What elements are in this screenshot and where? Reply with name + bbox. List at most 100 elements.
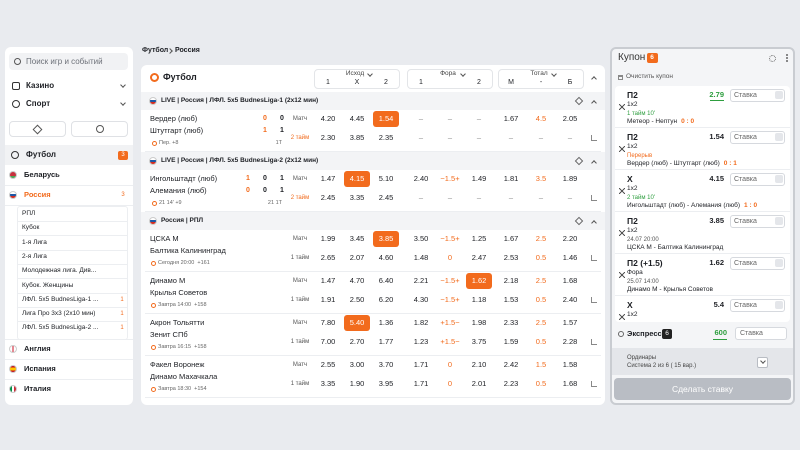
team-name[interactable]: Акрон Тольятти [150, 318, 205, 327]
team-name[interactable]: Балтика Калининград [150, 246, 226, 255]
odds-cell[interactable]: 1.47 [320, 276, 336, 285]
odds-cell[interactable]: 3.75 [471, 337, 487, 346]
odds-cell[interactable]: 1.18 [471, 295, 487, 304]
country[interactable]: Беларусь [24, 170, 60, 179]
stake-add[interactable] [775, 133, 783, 141]
stake-input[interactable] [730, 299, 785, 312]
odds-cell[interactable]: 2.53 [503, 253, 519, 262]
odds-cell[interactable]: 2.21 [413, 276, 429, 285]
remove-pick[interactable] [619, 146, 625, 152]
country[interactable]: Россия [24, 190, 51, 199]
odds-cell[interactable]: 1.82 [413, 318, 429, 327]
odds-cell[interactable]: 1.71 [413, 360, 429, 369]
odds-cell[interactable]: 1.48 [413, 253, 429, 262]
stake-input[interactable] [730, 173, 785, 186]
odds-cell[interactable]: 1.47 [320, 174, 336, 183]
odds-cell[interactable]: 1.98 [471, 318, 487, 327]
remove-pick[interactable] [619, 272, 625, 278]
odds-cell[interactable]: 2.10 [471, 360, 487, 369]
stake-input[interactable] [730, 89, 785, 102]
odds-cell[interactable]: 3.35 [349, 193, 365, 202]
odds-cell[interactable]: 2.65 [320, 253, 336, 262]
odds-cell[interactable]: 5.10 [378, 174, 394, 183]
stake-input[interactable] [730, 215, 785, 228]
odds-cell[interactable]: 1.36 [378, 318, 394, 327]
country[interactable]: Испания [24, 364, 56, 373]
team-name[interactable]: Крылья Советов [150, 288, 208, 297]
league-item[interactable]: Лига Про 3x3 (2x10 мин) [22, 310, 96, 318]
odds-cell[interactable]: 3.35 [320, 379, 336, 388]
stake-input[interactable] [730, 257, 785, 270]
odds-cell[interactable]: 2.40 [562, 295, 578, 304]
odds-cell[interactable]: 2.28 [562, 337, 578, 346]
odds-cell[interactable]: 3.85 [373, 231, 399, 247]
stake-add[interactable] [775, 175, 783, 183]
team-name[interactable]: Факел Воронеж [150, 360, 205, 369]
odds-cell[interactable]: 4.15 [344, 171, 370, 187]
team-name[interactable]: Ингольштадт (люб) [150, 174, 218, 183]
odds-cell[interactable]: 1.67 [503, 114, 519, 123]
odds-cell[interactable]: 1.89 [562, 174, 578, 183]
odds-cell[interactable]: 1.99 [320, 234, 336, 243]
stake-input[interactable] [730, 131, 785, 144]
odds-cell[interactable]: 3.70 [378, 360, 394, 369]
odds-cell[interactable]: 1.90 [349, 379, 365, 388]
team-name[interactable]: Вердер (люб) [150, 114, 198, 123]
odds-cell[interactable]: 3.50 [413, 234, 429, 243]
odds-cell[interactable]: 1.49 [471, 174, 487, 183]
odds-cell[interactable]: 1.67 [503, 234, 519, 243]
odds-cell[interactable]: 2.55 [320, 360, 336, 369]
team-name[interactable]: Динамо М [150, 276, 186, 285]
team-name[interactable]: Штутгарт (люб) [150, 126, 204, 135]
odds-cell[interactable]: 1.23 [413, 337, 429, 346]
odds-cell[interactable]: 1.91 [320, 295, 336, 304]
stake-add[interactable] [775, 259, 783, 267]
odds-cell[interactable]: 2.07 [349, 253, 365, 262]
league-item[interactable]: Кубок. Женщины [22, 281, 74, 289]
breadcrumb-item[interactable]: Футбол [142, 47, 169, 54]
remove-pick[interactable] [619, 104, 625, 110]
stake-add[interactable] [775, 91, 783, 99]
odds-cell[interactable]: 5.40 [344, 315, 370, 331]
odds-cell[interactable]: 2.47 [471, 253, 487, 262]
odds-cell[interactable]: 2.40 [413, 174, 429, 183]
league-item[interactable]: 1-я Лига [22, 238, 47, 246]
odds-cell[interactable]: 3.85 [349, 133, 365, 142]
submit-bet[interactable]: Сделать ставку [614, 378, 791, 400]
league-item[interactable]: ЛФЛ. 5x5 BudnesLiga-2 ... [22, 324, 99, 332]
league-item[interactable]: Кубок [22, 224, 40, 232]
odds-cell[interactable]: 2.42 [503, 360, 519, 369]
search-box[interactable] [9, 53, 128, 70]
league-item[interactable]: ЛФЛ. 5x5 BudnesLiga-1 ... [22, 295, 99, 303]
odds-cell[interactable]: 2.33 [503, 318, 519, 327]
odds-cell[interactable]: 2.45 [378, 193, 394, 202]
country[interactable]: Англия [24, 344, 51, 353]
odds-cell[interactable]: 1.62 [466, 273, 492, 289]
stake-add[interactable] [775, 301, 783, 309]
team-name[interactable]: Зенит СПб [150, 330, 188, 339]
odds-cell[interactable]: 1.54 [373, 111, 399, 127]
odds-cell[interactable]: 1.68 [562, 379, 578, 388]
odds-cell[interactable]: 6.40 [378, 276, 394, 285]
odds-cell[interactable]: 2.30 [320, 133, 336, 142]
odds-cell[interactable]: 2.18 [503, 276, 519, 285]
odds-cell[interactable]: 2.01 [471, 379, 487, 388]
menu-item[interactable]: Спорт [26, 99, 51, 108]
odds-cell[interactable]: 4.20 [320, 114, 336, 123]
odds-cell[interactable]: 7.00 [320, 337, 336, 346]
stake-input[interactable] [735, 327, 787, 340]
remove-pick[interactable] [619, 230, 625, 236]
breadcrumb-item[interactable]: Россия [175, 47, 200, 54]
favorites-button[interactable] [9, 121, 66, 137]
remove-pick[interactable] [619, 188, 625, 194]
odds-cell[interactable]: 4.30 [413, 295, 429, 304]
odds-cell[interactable]: 1.46 [562, 253, 578, 262]
odds-cell[interactable]: 3.45 [349, 234, 365, 243]
odds-cell[interactable]: 7.80 [320, 318, 336, 327]
odds-cell[interactable]: 2.50 [349, 295, 365, 304]
odds-cell[interactable]: 2.45 [320, 193, 336, 202]
odds-cell[interactable]: 2.20 [562, 234, 578, 243]
sport-row[interactable] [5, 145, 133, 165]
odds-cell[interactable]: 2.05 [562, 114, 578, 123]
mode-toggle[interactable] [757, 357, 768, 368]
